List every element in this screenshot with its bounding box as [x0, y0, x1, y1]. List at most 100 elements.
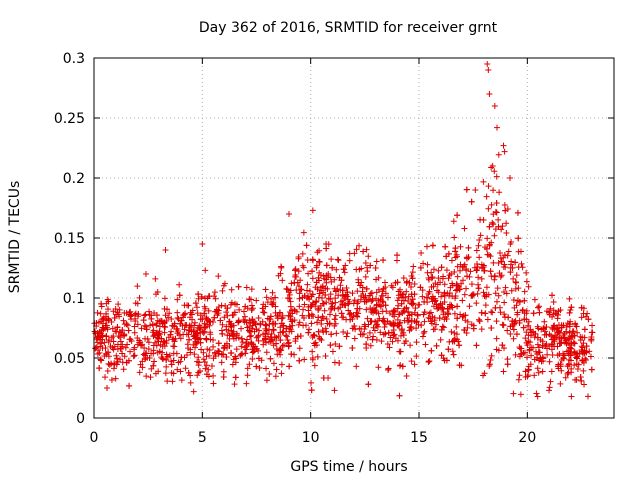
data-point — [493, 346, 500, 353]
data-point — [297, 286, 304, 293]
data-point — [309, 207, 316, 214]
data-point — [248, 306, 255, 313]
data-point — [533, 390, 540, 397]
data-point — [194, 330, 201, 337]
data-point — [501, 202, 508, 209]
data-point — [110, 346, 117, 353]
data-point — [315, 274, 322, 281]
data-point — [151, 331, 158, 338]
data-point — [404, 278, 411, 285]
data-point — [264, 331, 271, 338]
data-point — [489, 309, 496, 316]
data-point — [457, 267, 464, 274]
data-point — [485, 67, 492, 73]
data-point — [519, 307, 526, 314]
data-point — [210, 355, 217, 362]
data-point — [168, 328, 175, 335]
data-point — [517, 391, 524, 398]
data-point — [177, 368, 184, 375]
data-point — [353, 309, 360, 316]
data-point — [159, 355, 166, 362]
data-point — [262, 336, 269, 343]
data-point — [536, 357, 543, 364]
data-point — [190, 333, 197, 340]
data-point — [223, 309, 230, 316]
data-point — [168, 361, 175, 368]
data-point — [246, 296, 253, 303]
data-point — [418, 250, 425, 257]
data-point — [463, 255, 470, 262]
data-point — [309, 275, 316, 282]
data-point — [281, 342, 288, 349]
data-point — [209, 319, 216, 326]
data-point — [313, 262, 320, 269]
data-point — [439, 275, 446, 282]
data-point — [508, 287, 515, 294]
data-point — [363, 341, 370, 348]
data-point — [303, 287, 310, 294]
data-point — [234, 332, 241, 339]
data-point — [534, 341, 541, 348]
data-point — [493, 173, 500, 180]
data-point — [315, 328, 322, 335]
data-point — [358, 293, 365, 300]
data-point — [103, 300, 110, 307]
data-point — [340, 266, 347, 273]
data-point — [331, 316, 338, 323]
data-point — [263, 322, 270, 329]
data-point — [507, 331, 514, 338]
data-point — [315, 305, 322, 312]
data-point — [493, 200, 500, 207]
data-point — [450, 218, 457, 225]
data-point — [164, 353, 171, 360]
data-point — [240, 308, 247, 315]
data-point — [262, 321, 269, 328]
data-point — [452, 254, 459, 261]
data-point — [286, 324, 293, 331]
data-point — [200, 349, 207, 356]
data-point — [578, 314, 585, 321]
data-point — [422, 341, 429, 348]
data-point — [243, 380, 250, 387]
data-point — [556, 340, 563, 347]
data-point — [496, 189, 503, 196]
data-point — [286, 342, 293, 349]
data-point — [198, 293, 205, 300]
y-tick-label: 0.1 — [63, 291, 85, 307]
data-point — [488, 352, 495, 359]
data-point — [340, 328, 347, 335]
data-point — [221, 344, 228, 351]
data-point — [495, 223, 502, 230]
data-point — [452, 292, 459, 299]
data-point — [187, 372, 194, 379]
data-point — [210, 336, 217, 343]
data-point — [568, 334, 575, 341]
data-point — [507, 269, 514, 276]
data-point — [211, 349, 218, 356]
data-point — [445, 311, 452, 318]
data-point — [396, 311, 403, 318]
data-point — [522, 368, 529, 375]
data-point — [379, 288, 386, 295]
data-point — [463, 265, 470, 272]
data-point — [206, 322, 213, 329]
data-point — [412, 305, 419, 312]
data-point — [502, 314, 509, 321]
data-point — [536, 303, 543, 310]
data-point — [181, 302, 188, 309]
data-point — [301, 356, 308, 363]
data-point — [535, 369, 542, 376]
data-point — [436, 315, 443, 322]
data-point — [92, 345, 99, 352]
data-point — [244, 365, 251, 372]
data-point — [474, 267, 481, 274]
data-point — [201, 320, 208, 327]
data-point — [379, 317, 386, 324]
data-point — [507, 323, 514, 330]
data-point — [228, 320, 235, 327]
data-point — [168, 316, 175, 323]
data-point — [268, 295, 275, 302]
data-point — [543, 323, 550, 330]
data-point — [309, 356, 316, 363]
data-point — [411, 318, 418, 325]
